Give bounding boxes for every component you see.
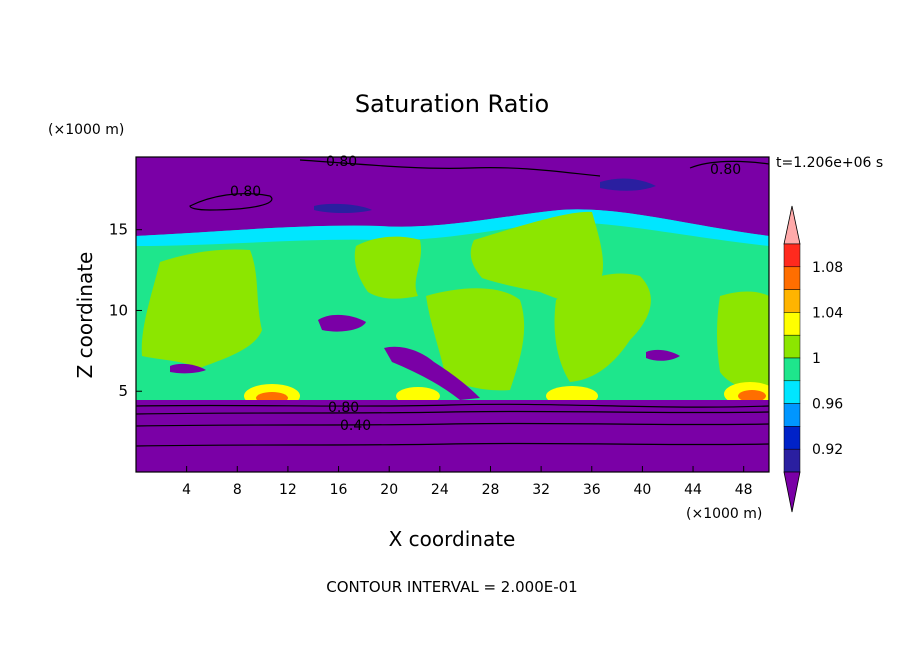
x-tick-label: 36	[583, 482, 601, 498]
contour-label-group: 0.80 0.80 0.80 0.80 0.40	[230, 154, 741, 434]
contour-label-lower-a: 0.80	[328, 400, 359, 416]
colorbar-swatch	[783, 334, 801, 359]
x-tick-label: 32	[532, 482, 550, 498]
x-tick-label: 20	[380, 482, 398, 498]
colorbar-swatch	[783, 448, 801, 473]
contour-lines	[136, 159, 769, 447]
y-axis-label: Z coordinate	[73, 252, 97, 379]
colorbar-label: 0.96	[812, 397, 843, 413]
colorbar-swatch	[783, 403, 801, 427]
colorbar-swatch	[783, 266, 801, 290]
field-green-patch-5	[554, 273, 651, 382]
colorbar-label: 0.92	[812, 442, 843, 458]
colorbar-swatch	[783, 426, 801, 450]
y-tick-label: 10	[109, 301, 128, 319]
x-axis-ticks: 4 8 12 16 20 24 28 32 36 40 44 48	[182, 466, 753, 498]
colorbar-label: 1.04	[812, 305, 843, 321]
colorbar-label: 1.08	[812, 260, 843, 276]
x-tick-label: 28	[482, 482, 500, 498]
field-green-patch-6	[717, 291, 769, 392]
field-warm-core-4b	[738, 390, 766, 402]
colorbar-swatch	[783, 289, 801, 313]
colorbar-bottom-triangle	[783, 471, 801, 513]
colorbar-label: 1	[812, 351, 821, 367]
contour-label-upper: 0.80	[326, 154, 357, 170]
colorbar: 1.08 1.04 1 0.96 0.92	[783, 205, 843, 513]
field-purple-blob-1	[318, 314, 366, 332]
x-tick-label: 16	[330, 482, 348, 498]
colorbar-top-triangle	[783, 205, 801, 245]
field-lower-layer	[136, 400, 769, 472]
plot-area	[136, 157, 769, 472]
field-cyan-edge	[136, 209, 769, 246]
colorbar-swatch	[783, 312, 801, 336]
colorbar-swatch	[783, 380, 801, 404]
x-tick-label: 24	[431, 482, 449, 498]
x-unit-label: (×1000 m)	[686, 506, 762, 522]
field-green-patch-2	[354, 236, 422, 299]
y-tick-label: 5	[118, 382, 128, 400]
x-tick-label: 44	[684, 482, 702, 498]
field-purple-blob-3	[170, 363, 206, 374]
x-tick-label: 4	[182, 482, 191, 498]
y-axis-ticks: 5 10 15	[109, 221, 142, 400]
plot-frame	[135, 156, 770, 473]
x-tick-label: 8	[233, 482, 242, 498]
y-tick-label: 15	[109, 221, 128, 239]
contour-interval-footer: CONTOUR INTERVAL = 2.000E-01	[326, 578, 577, 596]
colorbar-swatch	[783, 357, 801, 382]
time-label: t=1.206e+06 s	[776, 155, 883, 171]
y-unit-label: (×1000 m)	[48, 122, 124, 138]
x-axis-label: X coordinate	[389, 527, 516, 551]
contour-label-left: 0.80	[230, 184, 261, 200]
contour-label-lower-b: 0.40	[340, 418, 371, 434]
colorbar-swatch	[783, 243, 801, 268]
field-green-patch-1	[141, 249, 262, 368]
contour-label-right: 0.80	[710, 162, 741, 178]
x-tick-label: 40	[633, 482, 651, 498]
field-green-patch-4	[426, 288, 525, 391]
field-purple-blob-4	[646, 349, 680, 361]
field-purple-blob-2	[384, 346, 480, 400]
x-tick-label: 12	[279, 482, 297, 498]
x-tick-label: 48	[735, 482, 753, 498]
field-blue-streak-2	[314, 203, 372, 213]
field-blue-streak-1	[600, 178, 656, 191]
field-green-patch-3	[470, 211, 604, 302]
chart-title: Saturation Ratio	[355, 90, 549, 118]
